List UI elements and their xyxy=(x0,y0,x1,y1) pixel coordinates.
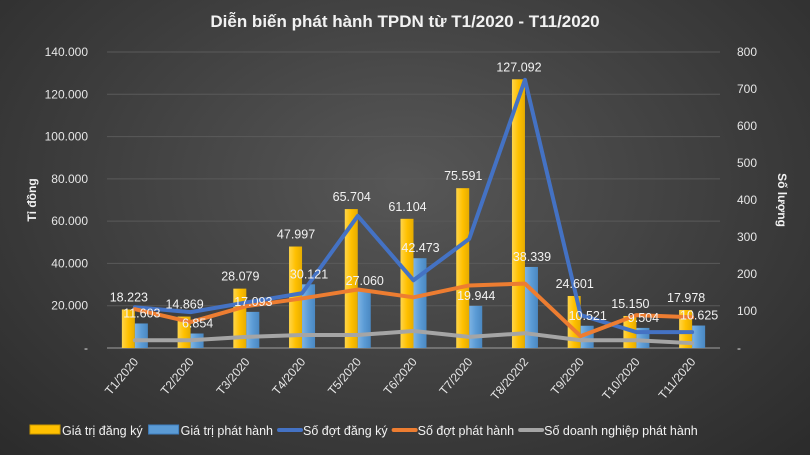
x-tick-label: T1/2020 xyxy=(102,355,141,398)
data-label-phat-hanh: 17.093 xyxy=(234,295,272,309)
y-tick-label: 100.000 xyxy=(45,130,89,144)
bar-gia-tri-phat-hanh xyxy=(469,305,483,348)
legend-label: Số đợt phát hành xyxy=(418,424,515,438)
data-label-dang-ky: 61.104 xyxy=(388,200,426,214)
bar-gia-tri-dang-ky xyxy=(400,218,414,348)
y2-tick-label: 200 xyxy=(737,267,757,281)
y2-tick-label: 700 xyxy=(737,82,757,96)
y-tick-label: - xyxy=(84,341,88,355)
bar-gia-tri-phat-hanh xyxy=(357,290,371,348)
legend-swatch-1 xyxy=(148,424,180,435)
bar-gia-tri-phat-hanh xyxy=(134,323,148,348)
data-label-dang-ky: 18.223 xyxy=(110,290,148,304)
bar-gia-tri-phat-hanh xyxy=(413,258,427,348)
data-label-phat-hanh: 11.603 xyxy=(123,306,160,320)
data-label-dang-ky: 28.079 xyxy=(221,270,259,284)
data-label-dang-ky: 127.092 xyxy=(496,60,541,74)
y2-tick-label: 800 xyxy=(737,45,757,59)
y-tick-label: 40.000 xyxy=(51,256,88,270)
bar-gia-tri-phat-hanh xyxy=(246,311,260,348)
x-tick-label: T11/2020 xyxy=(656,355,699,402)
data-label-phat-hanh: 38.339 xyxy=(513,250,551,264)
bar-gia-tri-phat-hanh xyxy=(302,284,316,348)
lines xyxy=(132,77,695,346)
data-label-dang-ky: 65.704 xyxy=(333,190,371,204)
y-tick-label: 20.000 xyxy=(51,299,88,313)
legend-label: Số doanh nghiệp phát hành xyxy=(544,424,698,438)
legend-swatch-0 xyxy=(29,424,61,435)
y-axis-title: Tỉ đồng xyxy=(25,178,39,221)
axis-ticks: - 20.000 40.000 60.000 80.000 100.000 120.000 1… xyxy=(45,45,758,355)
x-tick-label: T4/2020 xyxy=(269,355,308,398)
bar-gia-tri-dang-ky xyxy=(679,309,693,348)
y-tick-label: 80.000 xyxy=(51,172,88,186)
bar-gia-tri-phat-hanh xyxy=(692,325,706,348)
x-tick-label: T3/2020 xyxy=(214,355,253,398)
data-label-phat-hanh: 10.625 xyxy=(680,309,718,323)
y2-tick-label: 100 xyxy=(737,304,757,318)
data-label-phat-hanh: 30.121 xyxy=(290,267,328,281)
legend-label: Giá trị đăng ký xyxy=(62,424,143,438)
data-label-phat-hanh: 9.504 xyxy=(628,311,659,325)
data-label-phat-hanh: 42.473 xyxy=(401,241,439,255)
legend-label: Giá trị phát hành xyxy=(181,424,273,438)
y2-tick-label: 500 xyxy=(737,156,757,170)
y2-axis-title: Số lượng xyxy=(775,173,789,227)
data-label-dang-ky: 24.601 xyxy=(556,277,594,291)
y2-tick-label: 600 xyxy=(737,119,757,133)
legend-label: Số đợt đăng ký xyxy=(303,424,388,438)
x-tick-label: T10/2020 xyxy=(599,355,643,403)
data-label-phat-hanh: 27.060 xyxy=(346,274,384,288)
data-labels: 18.223 14.869 28.079 47.997 65.704 61.104 75.5… xyxy=(110,60,719,330)
data-label-dang-ky: 75.591 xyxy=(444,169,482,183)
bar-gia-tri-dang-ky xyxy=(289,246,303,348)
y-tick-label: 60.000 xyxy=(51,214,88,228)
bar-gia-tri-dang-ky xyxy=(511,79,525,348)
x-tick-label: T2/2020 xyxy=(158,355,197,398)
chart-title: Diễn biến phát hành TPDN từ T1/2020 - T1… xyxy=(210,12,599,31)
x-axis-labels: T1/2020 T2/2020 T3/2020 T4/2020 T5/2020 T6/20… xyxy=(102,355,699,403)
data-label-dang-ky: 14.869 xyxy=(165,298,203,312)
bar-gia-tri-dang-ky xyxy=(121,309,135,348)
x-tick-label: T7/2020 xyxy=(436,355,475,398)
y-tick-label: 140.000 xyxy=(45,45,89,59)
data-label-phat-hanh: 19.944 xyxy=(457,289,495,303)
data-label-phat-hanh: 10.521 xyxy=(569,309,607,323)
x-tick-label: T6/2020 xyxy=(381,355,420,398)
x-tick-label: T5/2020 xyxy=(325,355,364,398)
x-tick-label: T8/20202 xyxy=(488,355,532,403)
y2-tick-label: - xyxy=(737,341,741,355)
bar-gia-tri-dang-ky xyxy=(456,188,470,348)
data-label-dang-ky: 47.997 xyxy=(277,228,315,242)
data-label-dang-ky: 17.978 xyxy=(667,291,705,305)
y2-tick-label: 300 xyxy=(737,230,757,244)
y-tick-label: 120.000 xyxy=(45,87,89,101)
data-label-phat-hanh: 6.854 xyxy=(182,317,213,331)
bar-gia-tri-dang-ky xyxy=(344,209,358,348)
data-label-dang-ky: 15.150 xyxy=(611,297,649,311)
y2-tick-label: 400 xyxy=(737,193,757,207)
legend: Giá trị đăng ký Giá trị phát hành Số đợt đ… xyxy=(29,424,698,438)
x-tick-label: T9/2020 xyxy=(548,355,587,398)
